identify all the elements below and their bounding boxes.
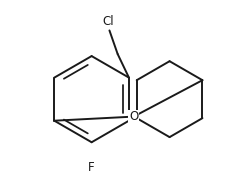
Text: O: O bbox=[129, 110, 138, 123]
Text: Cl: Cl bbox=[102, 15, 114, 28]
Text: F: F bbox=[88, 161, 94, 174]
